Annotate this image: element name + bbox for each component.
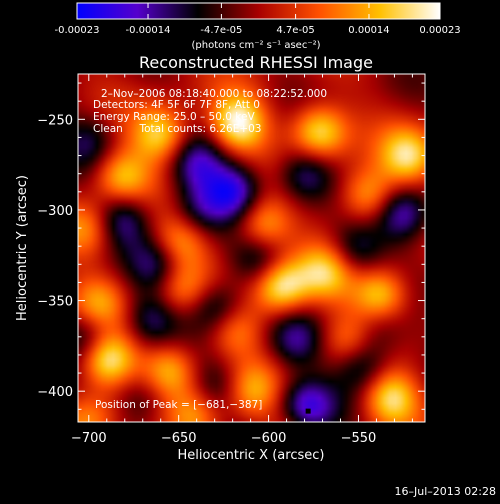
x-axis-title: Heliocentric X (arcsec) — [178, 448, 325, 463]
y-tick-label: −250 — [37, 113, 73, 128]
colorbar-tick-label: -4.7e-05 — [200, 25, 242, 36]
colorbar-ticks: -0.00023 -0.00014 -4.7e-05 4.7e-05 0.00014 0.… — [55, 3, 461, 36]
colorbar-tick-label: 0.00014 — [348, 25, 389, 36]
x-tick-label: −600 — [251, 431, 287, 446]
plot-frame — [77, 73, 426, 423]
colorbar-tick-label: -0.00023 — [55, 25, 100, 36]
y-tick-label: −350 — [37, 295, 73, 310]
generated-timestamp: 16–Jul–2013 02:28 — [395, 485, 496, 498]
x-tick-label: −700 — [71, 431, 107, 446]
x-axis-ticks: −700 −650 −600 −550 — [71, 74, 413, 446]
annotation-method: Clean Total counts: 6.26E+03 — [93, 123, 262, 135]
y-tick-label: −300 — [37, 204, 73, 219]
peak-marker — [305, 408, 311, 414]
annotation-detectors: Detectors: 4F 5F 6F 7F 8F, Att 0 — [93, 99, 260, 111]
colorbar-tick-label: 4.7e-05 — [276, 25, 314, 36]
colorbar-tick-label: 0.00023 — [419, 25, 460, 36]
y-axis-title: Heliocentric Y (arcsec) — [15, 175, 30, 321]
colorbar-strip — [76, 2, 441, 20]
plot-title: Reconstructed RHESSI Image — [139, 53, 373, 72]
x-tick-label: −650 — [161, 431, 197, 446]
colorbar: -0.00023 -0.00014 -4.7e-05 4.7e-05 0.00014 0.… — [55, 2, 461, 51]
y-tick-label: −400 — [37, 385, 73, 400]
colorbar-tick-label: -0.00014 — [126, 25, 171, 36]
plot-area: −700 −650 −600 −550 −400 −350 −300 −250 2–Nov–… — [37, 73, 426, 446]
annotations: 2–Nov–2006 08:18:40.000 to 08:22:52.000 … — [93, 88, 327, 411]
annotation-peak-position: Position of Peak = [−681,−387] — [95, 399, 262, 411]
colorbar-unit-label: (photons cm⁻² s⁻¹ asec⁻²) — [191, 40, 320, 51]
heatmap-image — [78, 74, 425, 422]
y-axis-ticks: −400 −350 −300 −250 — [37, 82, 425, 410]
x-tick-label: −550 — [341, 431, 377, 446]
annotation-energy-range: Energy Range: 25.0 – 50.0 keV — [93, 111, 255, 123]
annotation-time-range: 2–Nov–2006 08:18:40.000 to 08:22:52.000 — [101, 88, 327, 100]
